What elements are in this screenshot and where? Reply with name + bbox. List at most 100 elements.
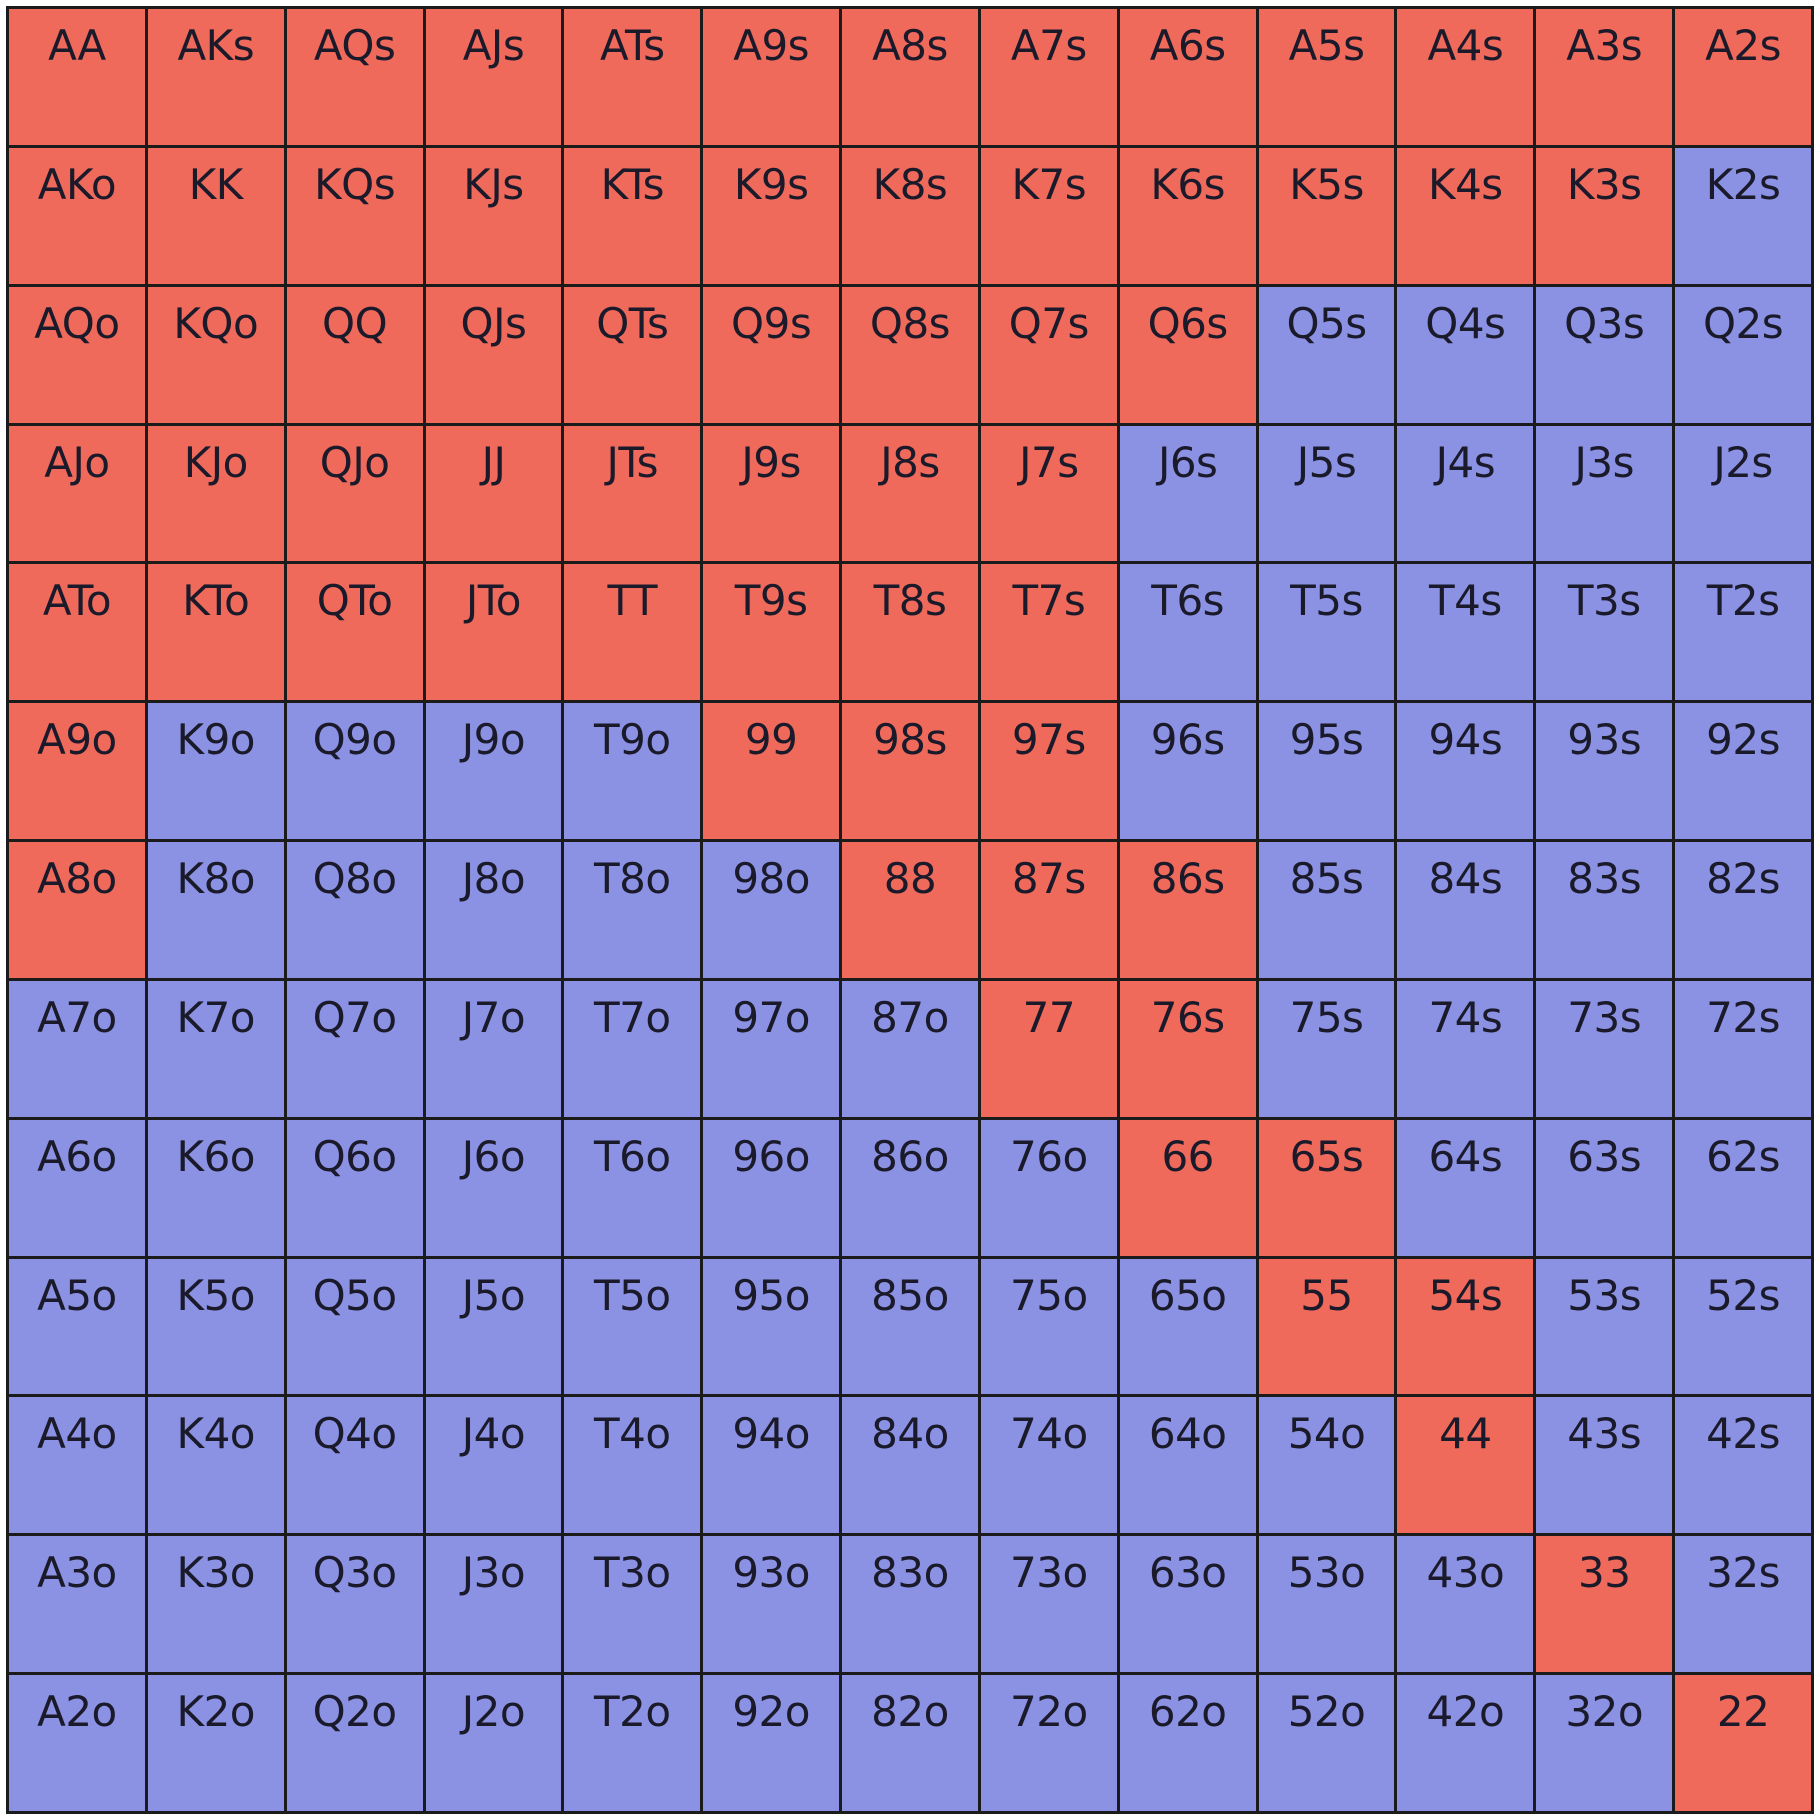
hand-cell-aqo[interactable]: AQo [9, 286, 145, 423]
hand-cell-q7o[interactable]: Q7o [286, 980, 423, 1117]
hand-cell-95o[interactable]: 95o [703, 1258, 840, 1395]
hand-cell-t8s[interactable]: T8s [842, 564, 978, 701]
hand-cell-j9o[interactable]: J9o [425, 703, 562, 840]
hand-cell-q7s[interactable]: Q7s [980, 286, 1117, 423]
hand-cell-84o[interactable]: 84o [842, 1397, 978, 1534]
hand-cell-k3o[interactable]: K3o [147, 1536, 284, 1673]
hand-cell-jto[interactable]: JTo [425, 564, 562, 701]
hand-cell-85s[interactable]: 85s [1258, 842, 1395, 978]
hand-cell-84s[interactable]: 84s [1397, 842, 1534, 978]
hand-cell-64s[interactable]: 64s [1397, 1119, 1534, 1256]
hand-cell-t5s[interactable]: T5s [1258, 564, 1395, 701]
hand-cell-a5s[interactable]: A5s [1258, 9, 1395, 145]
hand-cell-74s[interactable]: 74s [1397, 980, 1534, 1117]
hand-cell-87s[interactable]: 87s [980, 842, 1117, 978]
hand-cell-95s[interactable]: 95s [1258, 703, 1395, 840]
hand-cell-t3o[interactable]: T3o [564, 1536, 701, 1673]
hand-cell-22[interactable]: 22 [1675, 1675, 1811, 1811]
hand-cell-q2o[interactable]: Q2o [286, 1675, 423, 1811]
hand-cell-97o[interactable]: 97o [703, 980, 840, 1117]
hand-cell-44[interactable]: 44 [1397, 1397, 1534, 1534]
hand-cell-j7o[interactable]: J7o [425, 980, 562, 1117]
hand-cell-k2o[interactable]: K2o [147, 1675, 284, 1811]
hand-cell-kk[interactable]: KK [147, 147, 284, 284]
hand-cell-93o[interactable]: 93o [703, 1536, 840, 1673]
hand-cell-t7o[interactable]: T7o [564, 980, 701, 1117]
hand-cell-85o[interactable]: 85o [842, 1258, 978, 1395]
hand-cell-j4s[interactable]: J4s [1397, 425, 1534, 562]
hand-cell-t6s[interactable]: T6s [1119, 564, 1256, 701]
hand-cell-q9o[interactable]: Q9o [286, 703, 423, 840]
hand-cell-75s[interactable]: 75s [1258, 980, 1395, 1117]
hand-cell-43s[interactable]: 43s [1536, 1397, 1673, 1534]
hand-cell-q8s[interactable]: Q8s [842, 286, 978, 423]
hand-cell-a8s[interactable]: A8s [842, 9, 978, 145]
hand-cell-t7s[interactable]: T7s [980, 564, 1117, 701]
hand-cell-62o[interactable]: 62o [1119, 1675, 1256, 1811]
hand-cell-93s[interactable]: 93s [1536, 703, 1673, 840]
hand-cell-ajo[interactable]: AJo [9, 425, 145, 562]
hand-cell-92o[interactable]: 92o [703, 1675, 840, 1811]
hand-cell-j3s[interactable]: J3s [1536, 425, 1673, 562]
hand-cell-t8o[interactable]: T8o [564, 842, 701, 978]
hand-cell-53s[interactable]: 53s [1536, 1258, 1673, 1395]
hand-cell-q9s[interactable]: Q9s [703, 286, 840, 423]
hand-cell-83o[interactable]: 83o [842, 1536, 978, 1673]
hand-cell-q5s[interactable]: Q5s [1258, 286, 1395, 423]
hand-cell-t5o[interactable]: T5o [564, 1258, 701, 1395]
hand-cell-a4s[interactable]: A4s [1397, 9, 1534, 145]
hand-cell-k2s[interactable]: K2s [1675, 147, 1811, 284]
hand-cell-94o[interactable]: 94o [703, 1397, 840, 1534]
hand-cell-k6s[interactable]: K6s [1119, 147, 1256, 284]
hand-cell-k3s[interactable]: K3s [1536, 147, 1673, 284]
hand-cell-43o[interactable]: 43o [1397, 1536, 1534, 1673]
hand-cell-j9s[interactable]: J9s [703, 425, 840, 562]
hand-cell-k4s[interactable]: K4s [1397, 147, 1534, 284]
hand-cell-j7s[interactable]: J7s [980, 425, 1117, 562]
hand-cell-77[interactable]: 77 [980, 980, 1117, 1117]
hand-cell-q3o[interactable]: Q3o [286, 1536, 423, 1673]
hand-cell-86o[interactable]: 86o [842, 1119, 978, 1256]
hand-cell-j2s[interactable]: J2s [1675, 425, 1811, 562]
hand-cell-74o[interactable]: 74o [980, 1397, 1117, 1534]
hand-cell-jj[interactable]: JJ [425, 425, 562, 562]
hand-cell-32o[interactable]: 32o [1536, 1675, 1673, 1811]
hand-cell-j2o[interactable]: J2o [425, 1675, 562, 1811]
hand-cell-ako[interactable]: AKo [9, 147, 145, 284]
hand-cell-t4o[interactable]: T4o [564, 1397, 701, 1534]
hand-cell-86s[interactable]: 86s [1119, 842, 1256, 978]
hand-cell-ato[interactable]: ATo [9, 564, 145, 701]
hand-cell-t4s[interactable]: T4s [1397, 564, 1534, 701]
hand-cell-a7o[interactable]: A7o [9, 980, 145, 1117]
hand-cell-kqo[interactable]: KQo [147, 286, 284, 423]
hand-cell-j3o[interactable]: J3o [425, 1536, 562, 1673]
hand-cell-t6o[interactable]: T6o [564, 1119, 701, 1256]
hand-cell-j6o[interactable]: J6o [425, 1119, 562, 1256]
hand-cell-96o[interactable]: 96o [703, 1119, 840, 1256]
hand-cell-a2s[interactable]: A2s [1675, 9, 1811, 145]
hand-cell-q5o[interactable]: Q5o [286, 1258, 423, 1395]
hand-cell-66[interactable]: 66 [1119, 1119, 1256, 1256]
hand-cell-33[interactable]: 33 [1536, 1536, 1673, 1673]
hand-cell-42s[interactable]: 42s [1675, 1397, 1811, 1534]
hand-cell-t9s[interactable]: T9s [703, 564, 840, 701]
hand-cell-55[interactable]: 55 [1258, 1258, 1395, 1395]
hand-cell-aqs[interactable]: AQs [286, 9, 423, 145]
hand-cell-64o[interactable]: 64o [1119, 1397, 1256, 1534]
hand-cell-qto[interactable]: QTo [286, 564, 423, 701]
hand-cell-62s[interactable]: 62s [1675, 1119, 1811, 1256]
hand-cell-j8o[interactable]: J8o [425, 842, 562, 978]
hand-cell-82s[interactable]: 82s [1675, 842, 1811, 978]
hand-cell-q8o[interactable]: Q8o [286, 842, 423, 978]
hand-cell-94s[interactable]: 94s [1397, 703, 1534, 840]
hand-cell-jts[interactable]: JTs [564, 425, 701, 562]
hand-cell-a9o[interactable]: A9o [9, 703, 145, 840]
hand-cell-a3o[interactable]: A3o [9, 1536, 145, 1673]
hand-cell-a3s[interactable]: A3s [1536, 9, 1673, 145]
hand-cell-kts[interactable]: KTs [564, 147, 701, 284]
hand-cell-t2o[interactable]: T2o [564, 1675, 701, 1811]
hand-cell-52s[interactable]: 52s [1675, 1258, 1811, 1395]
hand-cell-63o[interactable]: 63o [1119, 1536, 1256, 1673]
hand-cell-k9s[interactable]: K9s [703, 147, 840, 284]
hand-cell-k8o[interactable]: K8o [147, 842, 284, 978]
